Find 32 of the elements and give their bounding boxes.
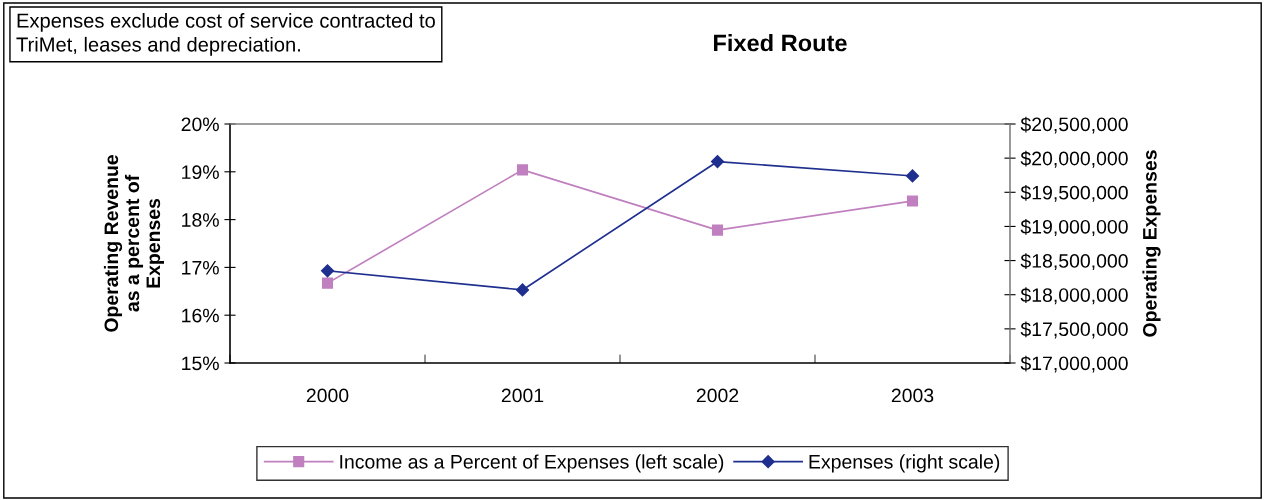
y2-tick-label: $18,500,000 bbox=[1020, 253, 1128, 271]
y2-axis-title: Operating Expenses bbox=[1142, 150, 1161, 337]
point bbox=[515, 283, 530, 297]
y-tick-label: 17% bbox=[182, 260, 219, 275]
y2-tick-label: $17,500,000 bbox=[1020, 321, 1128, 339]
legend-label: Expenses (right scale) bbox=[809, 454, 1000, 473]
point bbox=[905, 169, 920, 183]
y2-tick-label: $17,000,000 bbox=[1020, 355, 1128, 373]
point bbox=[711, 224, 724, 236]
y-tick-label: 15% bbox=[182, 356, 219, 371]
point bbox=[906, 195, 919, 207]
y-axis-title: Operating Revenue as a percent of Expenses bbox=[103, 155, 164, 332]
chart-title: Fixed Route bbox=[714, 34, 847, 52]
y2-tick-label: $18,000,000 bbox=[1020, 287, 1128, 305]
x-tick-label: 2003 bbox=[891, 388, 934, 403]
x-tick-label: 2002 bbox=[696, 388, 739, 403]
x-tick-label: 2000 bbox=[306, 388, 349, 403]
y2-tick-label: $19,500,000 bbox=[1020, 184, 1128, 202]
y2-tick-label: $20,500,000 bbox=[1020, 116, 1128, 134]
y2-tick-label: $19,000,000 bbox=[1020, 219, 1128, 236]
point bbox=[320, 264, 335, 278]
y-tick-label: 19% bbox=[182, 165, 219, 180]
y-tick-label: 18% bbox=[182, 213, 219, 227]
y2-tick-label: $20,000,000 bbox=[1020, 150, 1128, 168]
point bbox=[516, 164, 529, 176]
x-tick-label: 2001 bbox=[501, 388, 544, 403]
y-tick-label: 20% bbox=[181, 117, 219, 132]
point bbox=[321, 277, 334, 289]
y-tick-label: 16% bbox=[182, 308, 219, 323]
legend-label: Income as a Percent of Expenses (left scale) bbox=[340, 454, 724, 473]
point bbox=[710, 154, 725, 169]
text: Expenses exclude cost of service contracted to TriMet, leases and depreciation. bbox=[16, 13, 435, 56]
